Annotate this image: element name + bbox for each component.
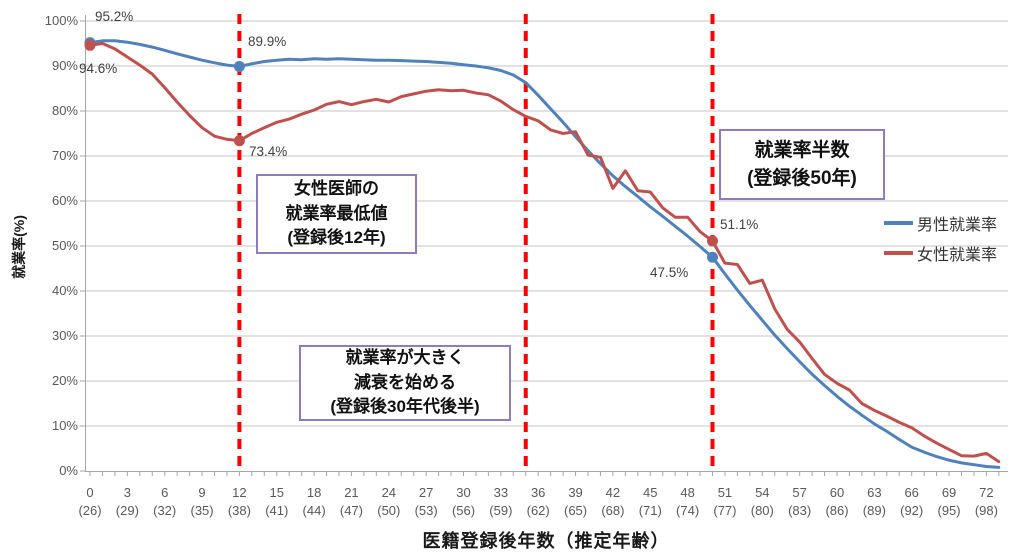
legend-item-female: 女性就業率 [884, 243, 998, 264]
x-tick-age-label: (68) [601, 503, 625, 518]
callout-text-line: 減衰を始める [354, 372, 456, 392]
x-tick-age-label: (38) [227, 503, 251, 518]
callout-text-line: 就業率最低値 [285, 203, 388, 223]
x-tick-age-label: (86) [825, 503, 849, 518]
x-tick-age-label: (77) [713, 503, 737, 518]
x-tick-age-label: (74) [676, 503, 700, 518]
x-tick-year-label: 27 [418, 485, 434, 500]
x-tick-age-label: (41) [265, 503, 289, 518]
legend-label: 女性就業率 [917, 247, 998, 264]
x-tick-age-label: (56) [451, 503, 476, 518]
x-tick-year-label: 3 [123, 485, 131, 500]
x-tick-year-label: 33 [493, 485, 509, 500]
x-tick-year-label: 51 [717, 485, 733, 500]
x-tick-year-label: 24 [381, 485, 397, 500]
y-tick-label: 40% [51, 283, 78, 298]
callout-text-line: 就業率が大きく [345, 348, 465, 368]
x-tick-age-label: (50) [377, 503, 401, 518]
x-tick-year-label: 54 [755, 485, 770, 500]
x-tick-age-label: (80) [750, 503, 774, 518]
x-tick-age-label: (62) [526, 503, 550, 518]
x-tick-age-label: (83) [788, 503, 812, 518]
y-tick-label: 20% [51, 373, 78, 388]
x-tick-age-label: (89) [862, 503, 886, 518]
callout-text-line: 女性医師の [294, 179, 379, 199]
y-tick-label: 50% [51, 238, 78, 253]
legend-item-male: 男性就業率 [884, 213, 998, 234]
x-tick-age-label: (53) [414, 503, 438, 518]
y-tick-label: 30% [51, 328, 78, 343]
legend-line-sample [884, 221, 913, 225]
callout-text-line: (登録後30年代後半) [330, 397, 480, 417]
x-tick-age-label: (59) [489, 503, 513, 518]
callout-box: 就業率半数 (登録後50年) [719, 129, 885, 200]
callout-text-line: (登録後12年) [287, 228, 386, 248]
x-tick-year-label: 30 [456, 485, 471, 500]
y-tick-label: 80% [51, 103, 78, 118]
x-tick-age-label: (98) [974, 503, 998, 518]
data-point-marker [707, 235, 718, 247]
x-tick-age-label: (32) [153, 503, 177, 518]
y-tick-label: 10% [51, 418, 78, 433]
data-point-marker [233, 60, 245, 72]
x-tick-year-label: 48 [680, 485, 695, 500]
data-point-marker [233, 135, 245, 147]
x-tick-age-label: (44) [302, 503, 326, 518]
legend-line-sample [884, 251, 913, 255]
x-tick-age-label: (65) [563, 503, 588, 518]
y-tick-label: 0% [59, 463, 78, 478]
x-tick-year-label: 0 [86, 485, 94, 500]
value-annotation: 95.2% [95, 9, 134, 24]
callout-text-line: (登録後50年) [747, 167, 857, 189]
legend-label: 男性就業率 [917, 217, 998, 234]
y-tick-label: 100% [44, 13, 78, 28]
x-tick-year-label: 36 [530, 485, 546, 500]
callout-text-line: 就業率半数 [754, 139, 850, 161]
x-tick-age-label: (95) [937, 503, 961, 518]
x-tick-year-label: 63 [867, 485, 882, 500]
x-tick-year-label: 69 [941, 485, 957, 500]
x-tick-year-label: 6 [161, 485, 169, 500]
x-tick-year-label: 18 [306, 485, 322, 500]
callout-box: 就業率が大きく 減衰を始める (登録後30年代後半) [299, 345, 511, 421]
data-point-marker [84, 39, 96, 51]
x-tick-year-label: 72 [979, 485, 994, 500]
data-point-marker [707, 251, 718, 263]
x-tick-year-label: 60 [829, 485, 845, 500]
value-annotation: 73.4% [249, 144, 288, 159]
x-tick-year-label: 9 [198, 485, 206, 500]
y-tick-label: 90% [51, 58, 78, 73]
callout-box: 女性医師の就業率最低値 (登録後12年) [256, 174, 417, 254]
value-annotation: 94.6% [79, 61, 118, 76]
x-tick-year-label: 45 [643, 485, 658, 500]
x-tick-year-label: 21 [344, 485, 359, 500]
x-tick-year-label: 42 [605, 485, 621, 500]
x-tick-year-label: 39 [568, 485, 583, 500]
value-annotation: 89.9% [248, 34, 287, 49]
y-tick-label: 70% [51, 148, 78, 163]
x-tick-age-label: (71) [638, 503, 662, 518]
x-tick-year-label: 57 [792, 485, 807, 500]
x-tick-age-label: (35) [190, 503, 214, 518]
x-tick-age-label: (92) [900, 503, 924, 518]
x-tick-age-label: (29) [115, 503, 139, 518]
x-axis-title: 医籍登録後年数（推定年齢） [422, 531, 670, 551]
value-annotation: 47.5% [650, 265, 689, 280]
x-tick-age-label: (26) [78, 503, 102, 518]
x-tick-year-label: 15 [269, 485, 284, 500]
x-tick-year-label: 12 [232, 485, 247, 500]
series-line-female [88, 42, 1001, 464]
y-axis-title: 就業率(%) [11, 215, 27, 279]
x-tick-year-label: 66 [904, 485, 919, 500]
y-tick-label: 60% [51, 193, 78, 208]
x-tick-age-label: (47) [339, 503, 363, 518]
value-annotation: 51.1% [720, 217, 759, 232]
